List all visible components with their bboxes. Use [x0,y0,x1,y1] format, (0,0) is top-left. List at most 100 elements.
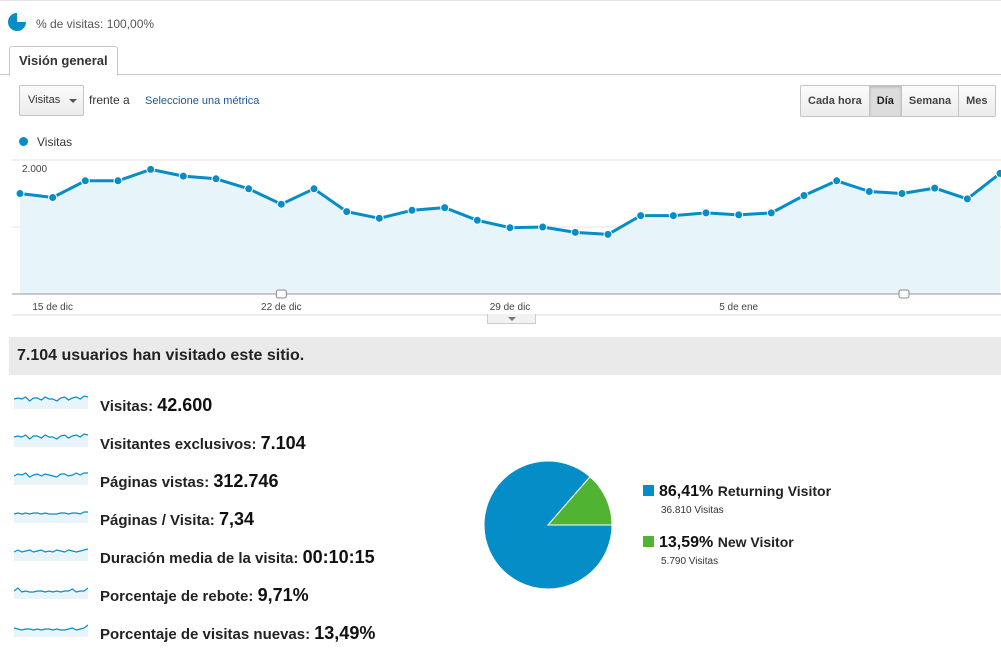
metric-value: 42.600 [157,395,213,415]
metric-select[interactable]: Visitas [19,85,84,116]
x-tick-label: 29 de dic [490,302,531,313]
data-point[interactable] [244,184,254,194]
data-point[interactable] [668,211,678,221]
data-point[interactable] [701,208,711,218]
metric-row[interactable]: Porcentaje de visitas nuevas: 13,49% [0,613,470,651]
new-count: 5.790 Visitas [661,556,719,567]
returning-pct: 86,41% [659,483,714,500]
visitor-pie-chart[interactable] [484,461,614,591]
metric-value: 312.746 [213,471,279,491]
x-tick-label: 22 de dic [261,302,302,313]
metric-row[interactable]: Duración media de la visita: 00:10:15 [0,537,470,575]
metric-row[interactable]: Páginas vistas: 312.746 [0,461,470,499]
metric-name: Porcentaje de rebote: [100,588,254,605]
segment-bar: % de visitas: 100,00% [0,0,1001,40]
metric-name: Porcentaje de visitas nuevas: [100,626,311,643]
data-point[interactable] [505,223,515,233]
data-point[interactable] [407,205,417,215]
sparkline-icon [14,587,88,599]
data-point[interactable] [276,199,286,209]
metric-name: Páginas / Visita: [100,512,215,529]
granularity-toggle: Cada hora Día Semana Mes [800,85,996,117]
data-point[interactable] [48,193,58,202]
metric-value: 13,49% [314,623,376,643]
metric-row[interactable]: Visitantes exclusivos: 7.104 [0,423,470,461]
pie-segment-icon[interactable] [8,13,26,31]
metric-row[interactable]: Porcentaje de rebote: 9,71% [0,575,470,613]
segment-percentage: % de visitas: 100,00% [36,17,155,31]
data-point[interactable] [309,184,319,194]
metric-value: 7,34 [218,509,254,529]
metric-label: Páginas vistas: 312.746 [100,471,278,492]
returning-name: Returning Visitor [717,483,832,499]
data-point[interactable] [734,210,744,220]
metric-value: 9,71% [257,585,309,605]
pie-legend-new: 13,59% New Visitor 5.790 Visitas [643,534,794,567]
sparkline-icon [14,472,88,485]
sparkline-icon [14,511,88,523]
metric-value: 00:10:15 [302,547,375,567]
data-point[interactable] [15,189,25,198]
data-point[interactable] [80,176,90,186]
data-point[interactable] [538,222,548,232]
tab-overview[interactable]: Visión general [9,46,118,76]
metric-value: 7.104 [260,433,306,453]
select-metric-link[interactable]: Seleccione una métrica [145,95,260,107]
pie-slice-returning[interactable] [484,461,613,590]
data-point[interactable] [766,208,776,218]
data-point[interactable] [832,176,842,186]
sparkline-icon [14,624,88,637]
annotation-icon[interactable] [898,289,910,299]
series-dot-icon [19,137,28,146]
annotation-icon[interactable] [275,289,287,299]
data-point[interactable] [570,227,580,237]
data-point[interactable] [374,213,384,223]
collapse-arrow-icon [508,317,516,321]
metric-select-value: Visitas [28,94,61,106]
new-swatch [643,536,654,547]
tab-row: Visión general [0,44,1001,76]
returning-count: 36.810 Visitas [661,505,724,516]
returning-swatch [643,485,654,496]
chevron-down-icon [69,99,77,103]
x-tick-label: 5 de ene [719,302,758,313]
chart-collapse-handle[interactable] [487,314,536,324]
pie-legend-returning: 86,41% Returning Visitor 36.810 Visitas [643,483,831,516]
data-point[interactable] [113,176,123,186]
metric-row[interactable]: Visitas: 42.600 [0,385,470,423]
data-point[interactable] [930,183,940,193]
metric-row[interactable]: Páginas / Visita: 7,34 [0,499,470,537]
sparkline-icon [14,395,88,409]
data-point[interactable] [897,189,907,198]
new-pct: 13,59% [659,534,714,551]
data-point[interactable] [603,229,613,239]
data-point[interactable] [472,215,482,225]
granularity-hourly-button[interactable]: Cada hora [801,86,870,116]
sparkline-icon [14,548,88,561]
data-point[interactable] [211,174,221,184]
pie-slice-new[interactable] [546,476,613,526]
data-point[interactable] [342,207,352,217]
sparkline-icon [14,433,88,447]
data-point[interactable] [995,168,1001,178]
x-tick-label: 15 de dic [32,302,73,313]
y-tick-label: 2.000 [22,164,47,175]
granularity-week-button[interactable]: Semana [901,86,960,116]
metric-label: Porcentaje de rebote: 9,71% [100,585,309,606]
metric-label: Duración media de la visita: 00:10:15 [100,547,375,568]
metric-name: Páginas vistas: [100,474,210,491]
granularity-day-button[interactable]: Día [869,86,902,116]
data-point[interactable] [799,191,809,200]
data-point[interactable] [636,211,646,221]
granularity-month-button[interactable]: Mes [959,86,995,116]
data-point[interactable] [864,187,874,196]
data-point[interactable] [440,203,450,213]
data-point[interactable] [146,164,156,174]
versus-label: frente a [89,93,130,107]
new-name: New Visitor [717,534,794,550]
data-point[interactable] [178,171,188,181]
chart-legend: Visitas [19,135,72,149]
data-point[interactable] [962,194,972,204]
